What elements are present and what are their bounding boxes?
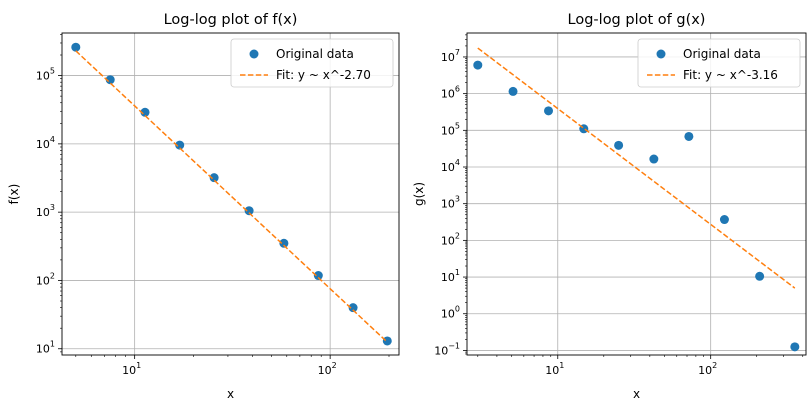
y-tick-label: 107 <box>441 48 460 64</box>
chart-panel-2: 101 102 10−1 100 101 102 103 104 105 106 107 Log-lo… <box>412 12 807 401</box>
x-tick-label: 101 <box>545 361 564 377</box>
y-tick-label: 105 <box>441 121 460 137</box>
data-point <box>790 342 800 352</box>
data-point <box>279 238 289 248</box>
fit-line <box>477 47 796 289</box>
x-tick-label: 102 <box>698 361 717 377</box>
y-tick-label: 106 <box>441 85 460 101</box>
data-point <box>348 303 358 313</box>
legend: Original data Fit: y ~ x^-2.70 <box>230 38 394 88</box>
legend-label: Fit: y ~ x^-3.16 <box>683 68 778 82</box>
legend-marker-swatch <box>249 49 259 59</box>
x-tick-label: 101 <box>122 361 141 377</box>
x-axis-label: x <box>633 387 640 401</box>
data-point <box>544 106 554 116</box>
chart-panel-1: 101 102 101 102 103 104 105 Log-log plot of f(x… <box>7 12 400 401</box>
data-point <box>313 271 323 281</box>
legend-marker-swatch <box>656 49 666 59</box>
data-point <box>719 215 729 225</box>
y-tick-label: 10−1 <box>434 341 460 357</box>
data-point <box>684 131 694 141</box>
y-tick-label: 100 <box>441 305 460 321</box>
legend-label: Original data <box>683 47 761 61</box>
data-point <box>649 154 659 164</box>
y-tick-label: 101 <box>441 268 460 284</box>
axes-frame <box>61 32 400 356</box>
data-point <box>71 42 81 52</box>
legend-box <box>230 38 394 88</box>
y-tick-label: 104 <box>441 158 460 174</box>
chart-title: Log-log plot of f(x) <box>164 12 298 28</box>
y-tick-label: 105 <box>36 67 55 83</box>
y-tick-label: 104 <box>36 135 55 151</box>
y-axis-label: f(x) <box>7 184 21 205</box>
data-point <box>244 206 254 216</box>
fit-line <box>75 50 388 343</box>
y-tick-label: 102 <box>36 271 55 287</box>
legend-box <box>637 38 801 88</box>
legend: Original data Fit: y ~ x^-3.16 <box>637 38 801 88</box>
data-point <box>175 140 185 150</box>
plot-area <box>473 47 800 352</box>
data-point <box>382 336 392 346</box>
y-axis-label: g(x) <box>412 182 426 206</box>
data-point <box>140 107 150 117</box>
y-tick-label: 103 <box>441 195 460 211</box>
data-point <box>508 86 518 96</box>
axes-frame <box>466 32 807 356</box>
x-axis-label: x <box>227 387 234 401</box>
data-point <box>209 173 219 183</box>
plot-area <box>71 42 392 346</box>
data-point <box>473 60 483 70</box>
y-tick-label: 101 <box>36 340 55 356</box>
y-tick-label: 102 <box>441 231 460 247</box>
x-tick-label: 102 <box>318 361 337 377</box>
chart-title: Log-log plot of g(x) <box>568 12 706 28</box>
legend-label: Original data <box>276 47 354 61</box>
data-point <box>614 140 624 150</box>
data-point <box>755 271 765 281</box>
y-tick-label: 103 <box>36 203 55 219</box>
legend-label: Fit: y ~ x^-2.70 <box>276 68 371 82</box>
